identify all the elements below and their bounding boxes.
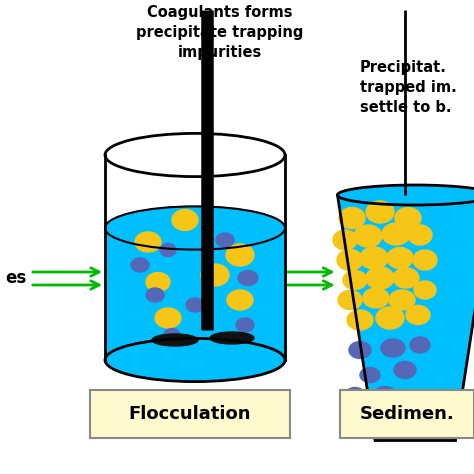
Ellipse shape [366, 201, 394, 223]
Ellipse shape [339, 208, 365, 228]
Ellipse shape [374, 386, 396, 403]
Ellipse shape [345, 388, 365, 402]
Ellipse shape [210, 332, 254, 344]
Ellipse shape [131, 258, 149, 272]
Bar [105, 228, 285, 360]
Ellipse shape [360, 247, 388, 269]
Ellipse shape [382, 223, 410, 245]
Ellipse shape [393, 268, 419, 288]
Ellipse shape [135, 232, 161, 252]
Ellipse shape [410, 337, 430, 353]
Text: Sedimen.: Sedimen. [360, 405, 455, 423]
Ellipse shape [216, 233, 234, 247]
Text: es: es [5, 269, 26, 287]
Ellipse shape [227, 290, 253, 310]
Ellipse shape [389, 290, 415, 310]
Ellipse shape [376, 307, 404, 329]
Ellipse shape [164, 328, 180, 341]
Ellipse shape [381, 339, 405, 357]
Ellipse shape [395, 208, 421, 228]
Ellipse shape [105, 338, 285, 382]
Ellipse shape [387, 247, 413, 268]
Polygon shape [337, 195, 474, 440]
Ellipse shape [413, 250, 437, 270]
Ellipse shape [408, 225, 432, 245]
Ellipse shape [236, 318, 254, 332]
Ellipse shape [146, 288, 164, 302]
Text: Precipitat.
trapped im.
settle to b.: Precipitat. trapped im. settle to b. [360, 60, 457, 115]
Ellipse shape [105, 206, 285, 250]
Ellipse shape [363, 288, 389, 308]
Ellipse shape [155, 308, 181, 328]
Ellipse shape [366, 267, 394, 289]
Ellipse shape [226, 244, 254, 266]
Text: Coagulants forms
precipitate trapping
impurities: Coagulants forms precipitate trapping im… [137, 5, 304, 60]
Ellipse shape [333, 230, 357, 250]
Ellipse shape [406, 306, 430, 325]
Ellipse shape [347, 310, 373, 330]
Ellipse shape [360, 367, 380, 383]
Ellipse shape [349, 341, 371, 358]
Ellipse shape [186, 298, 204, 312]
Ellipse shape [172, 210, 198, 230]
Ellipse shape [394, 362, 416, 379]
Ellipse shape [337, 249, 363, 271]
Ellipse shape [160, 244, 176, 256]
Bar [340, 390, 474, 438]
Ellipse shape [343, 271, 367, 290]
Ellipse shape [414, 281, 436, 299]
Ellipse shape [152, 334, 198, 346]
Ellipse shape [201, 264, 229, 286]
Ellipse shape [337, 185, 474, 205]
Ellipse shape [105, 338, 285, 382]
Bar [90, 390, 290, 438]
Ellipse shape [146, 273, 170, 292]
Ellipse shape [238, 271, 258, 285]
Text: Flocculation: Flocculation [129, 405, 251, 423]
Ellipse shape [354, 225, 382, 247]
Ellipse shape [338, 291, 362, 310]
